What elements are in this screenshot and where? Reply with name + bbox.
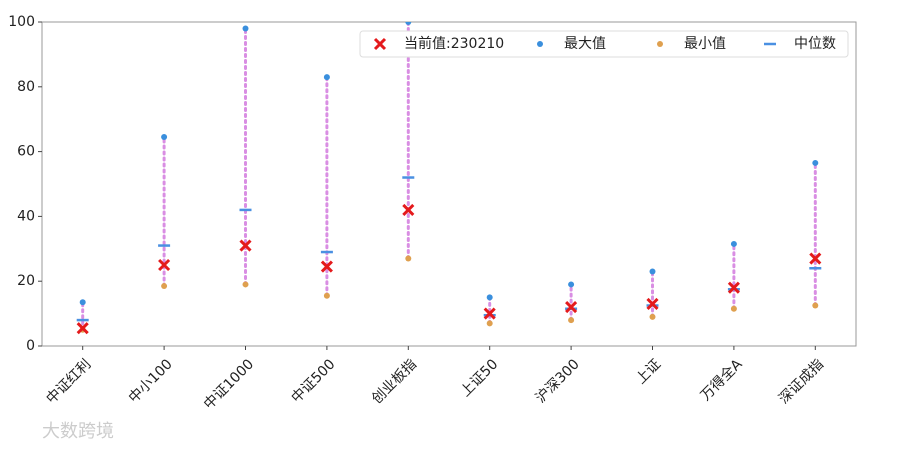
current-x [158, 258, 171, 272]
max-dot [79, 299, 86, 306]
current-x [483, 307, 496, 320]
max-dot [568, 281, 575, 288]
y-tick-label: 100 [8, 14, 35, 30]
x-tick-label: 中小100 [126, 356, 176, 406]
x-tick-label: 万得全A [697, 355, 746, 404]
y-tick-label: 0 [26, 338, 35, 354]
max-dot [730, 240, 737, 247]
min-dot [812, 302, 819, 309]
current-x [402, 203, 415, 216]
max-dot [405, 22, 412, 25]
min-dot [568, 317, 575, 324]
current-x [809, 252, 822, 265]
min-dot [323, 292, 330, 299]
y-tick-label: 80 [17, 79, 35, 95]
plot-area [76, 22, 822, 335]
plot-frame [41, 21, 857, 347]
max-dot [323, 74, 330, 81]
max-dot [486, 294, 493, 301]
legend-label: 最小值 [684, 36, 726, 52]
y-tick-label: 40 [17, 208, 35, 224]
current-x [646, 297, 659, 310]
legend-swatch [537, 41, 543, 47]
x-tick-label: 中证红利 [43, 356, 94, 407]
current-x [727, 281, 740, 294]
x-tick-label: 上证50 [458, 356, 502, 400]
x-tick-label: 中证1000 [201, 356, 257, 412]
legend-label: 当前值:230210 [404, 35, 504, 52]
x-tick-label: 深证成指 [776, 356, 827, 407]
max-dot [649, 268, 656, 275]
legend-swatch [373, 37, 387, 51]
min-dot [649, 313, 656, 320]
legend-swatch [657, 41, 663, 47]
y-tick-label: 20 [17, 273, 35, 289]
min-dot [486, 320, 493, 327]
legend-box [359, 30, 849, 58]
x-tick-label: 创业板指 [369, 356, 420, 407]
max-dot [812, 159, 819, 166]
y-tick-label: 60 [17, 144, 35, 160]
current-x [76, 322, 89, 335]
x-tick-label: 上证 [633, 356, 664, 387]
min-dot [242, 281, 249, 288]
current-x [320, 260, 333, 273]
watermark: 大数跨境 [42, 421, 114, 442]
max-dot [242, 25, 249, 32]
min-dot [730, 305, 737, 312]
x-tick-label: 沪深300 [533, 356, 583, 406]
current-x [565, 301, 578, 314]
min-dot [161, 283, 168, 290]
current-x [239, 239, 252, 252]
max-dot [161, 134, 168, 141]
legend-label: 最大值 [564, 36, 606, 52]
x-tick-label: 中证500 [289, 356, 339, 406]
min-dot [405, 255, 412, 262]
legend-label: 中位数 [794, 36, 836, 52]
